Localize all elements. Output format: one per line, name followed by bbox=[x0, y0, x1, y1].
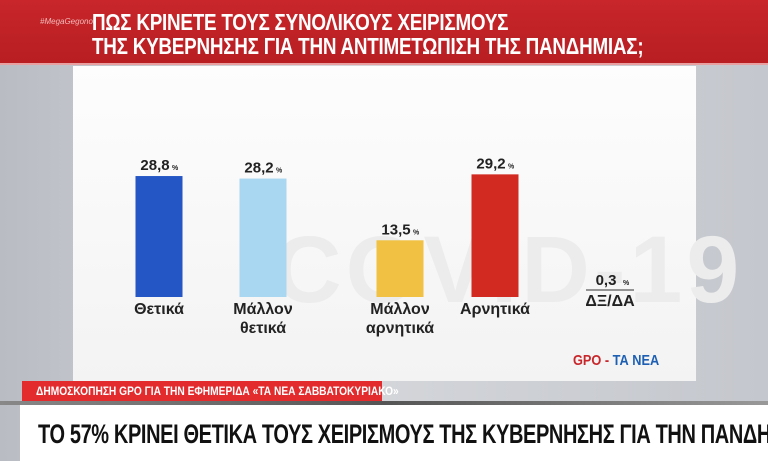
category-label-2-0: Μάλλον bbox=[370, 301, 430, 318]
category-label-2-1: αρνητικά bbox=[366, 320, 434, 337]
unit-label-3: % bbox=[508, 163, 515, 170]
bar-chart: 28,8 % Θετικά 28,2 % Μάλλον θετικά 13,5 % Μάλλον α… bbox=[134, 155, 635, 337]
unit-label-0: % bbox=[172, 165, 179, 172]
headline: ΤΟ 57% ΚΡΙΝΕΙ ΘΕΤΙΚΑ ΤΟΥΣ ΧΕΙΡΙΣΜΟΥΣ ΤΗΣ… bbox=[38, 419, 768, 449]
bar-3 bbox=[471, 174, 519, 297]
bar-0 bbox=[135, 176, 183, 297]
value-label-4: 0,3 bbox=[596, 272, 617, 289]
unit-label-1: % bbox=[276, 168, 283, 175]
bar-2 bbox=[376, 240, 424, 297]
divider bbox=[0, 401, 768, 405]
title-line-1: ΠΩΣ ΚΡΙΝΕΤΕ ΤΟΥΣ ΣΥΝΟΛΙΚΟΥΣ ΧΕΙΡΙΣΜΟΥΣ bbox=[92, 9, 509, 35]
value-label-1: 28,2 bbox=[244, 160, 273, 177]
headline-bar: ΤΟ 57% ΚΡΙΝΕΙ ΘΕΤΙΚΑ ΤΟΥΣ ΧΕΙΡΙΣΜΟΥΣ ΤΗΣ… bbox=[20, 405, 768, 461]
source-gpo: GPO bbox=[573, 352, 602, 369]
bar-1 bbox=[239, 178, 287, 297]
title-banner: #MegaGegonot ΠΩΣ ΚΡΙΝΕΤΕ ΤΟΥΣ ΣΥΝΟΛΙΚΟΥΣ… bbox=[0, 0, 768, 65]
category-label-4-0: ΔΞ/ΔΑ bbox=[585, 293, 635, 310]
category-label-1-0: Μάλλον bbox=[233, 301, 293, 318]
unit-label-4: % bbox=[623, 280, 630, 287]
title-line-2: ΤΗΣ ΚΥΒΕΡΝΗΣΗΣ ΓΙΑ ΤΗΝ ΑΝΤΙΜΕΤΩΠΙΣΗ ΤΗΣ … bbox=[92, 33, 644, 59]
source-label: GPO - ΤΑ ΝΕΑ bbox=[573, 352, 659, 369]
hashtag: #MegaGegonot bbox=[40, 17, 96, 26]
value-label-0: 28,8 bbox=[140, 157, 169, 174]
source-separator: - bbox=[601, 352, 613, 369]
unit-label-2: % bbox=[413, 229, 420, 236]
poll-source-text: ΔΗΜΟΣΚΟΠΗΣΗ GPO ΓΙΑ ΤΗΝ ΕΦΗΜΕΡΙΔΑ «ΤΑ ΝΕ… bbox=[36, 384, 399, 398]
category-label-3-0: Αρνητικά bbox=[460, 301, 530, 318]
category-label-1-1: θετικά bbox=[240, 320, 286, 337]
value-label-2: 13,5 bbox=[381, 221, 410, 238]
category-label-0-0: Θετικά bbox=[134, 301, 184, 318]
source-ta-nea: ΤΑ ΝΕΑ bbox=[612, 352, 660, 369]
value-label-3: 29,2 bbox=[476, 155, 505, 172]
poll-source-strip: ΔΗΜΟΣΚΟΠΗΣΗ GPO ΓΙΑ ΤΗΝ ΕΦΗΜΕΡΙΔΑ «ΤΑ ΝΕ… bbox=[22, 381, 399, 401]
